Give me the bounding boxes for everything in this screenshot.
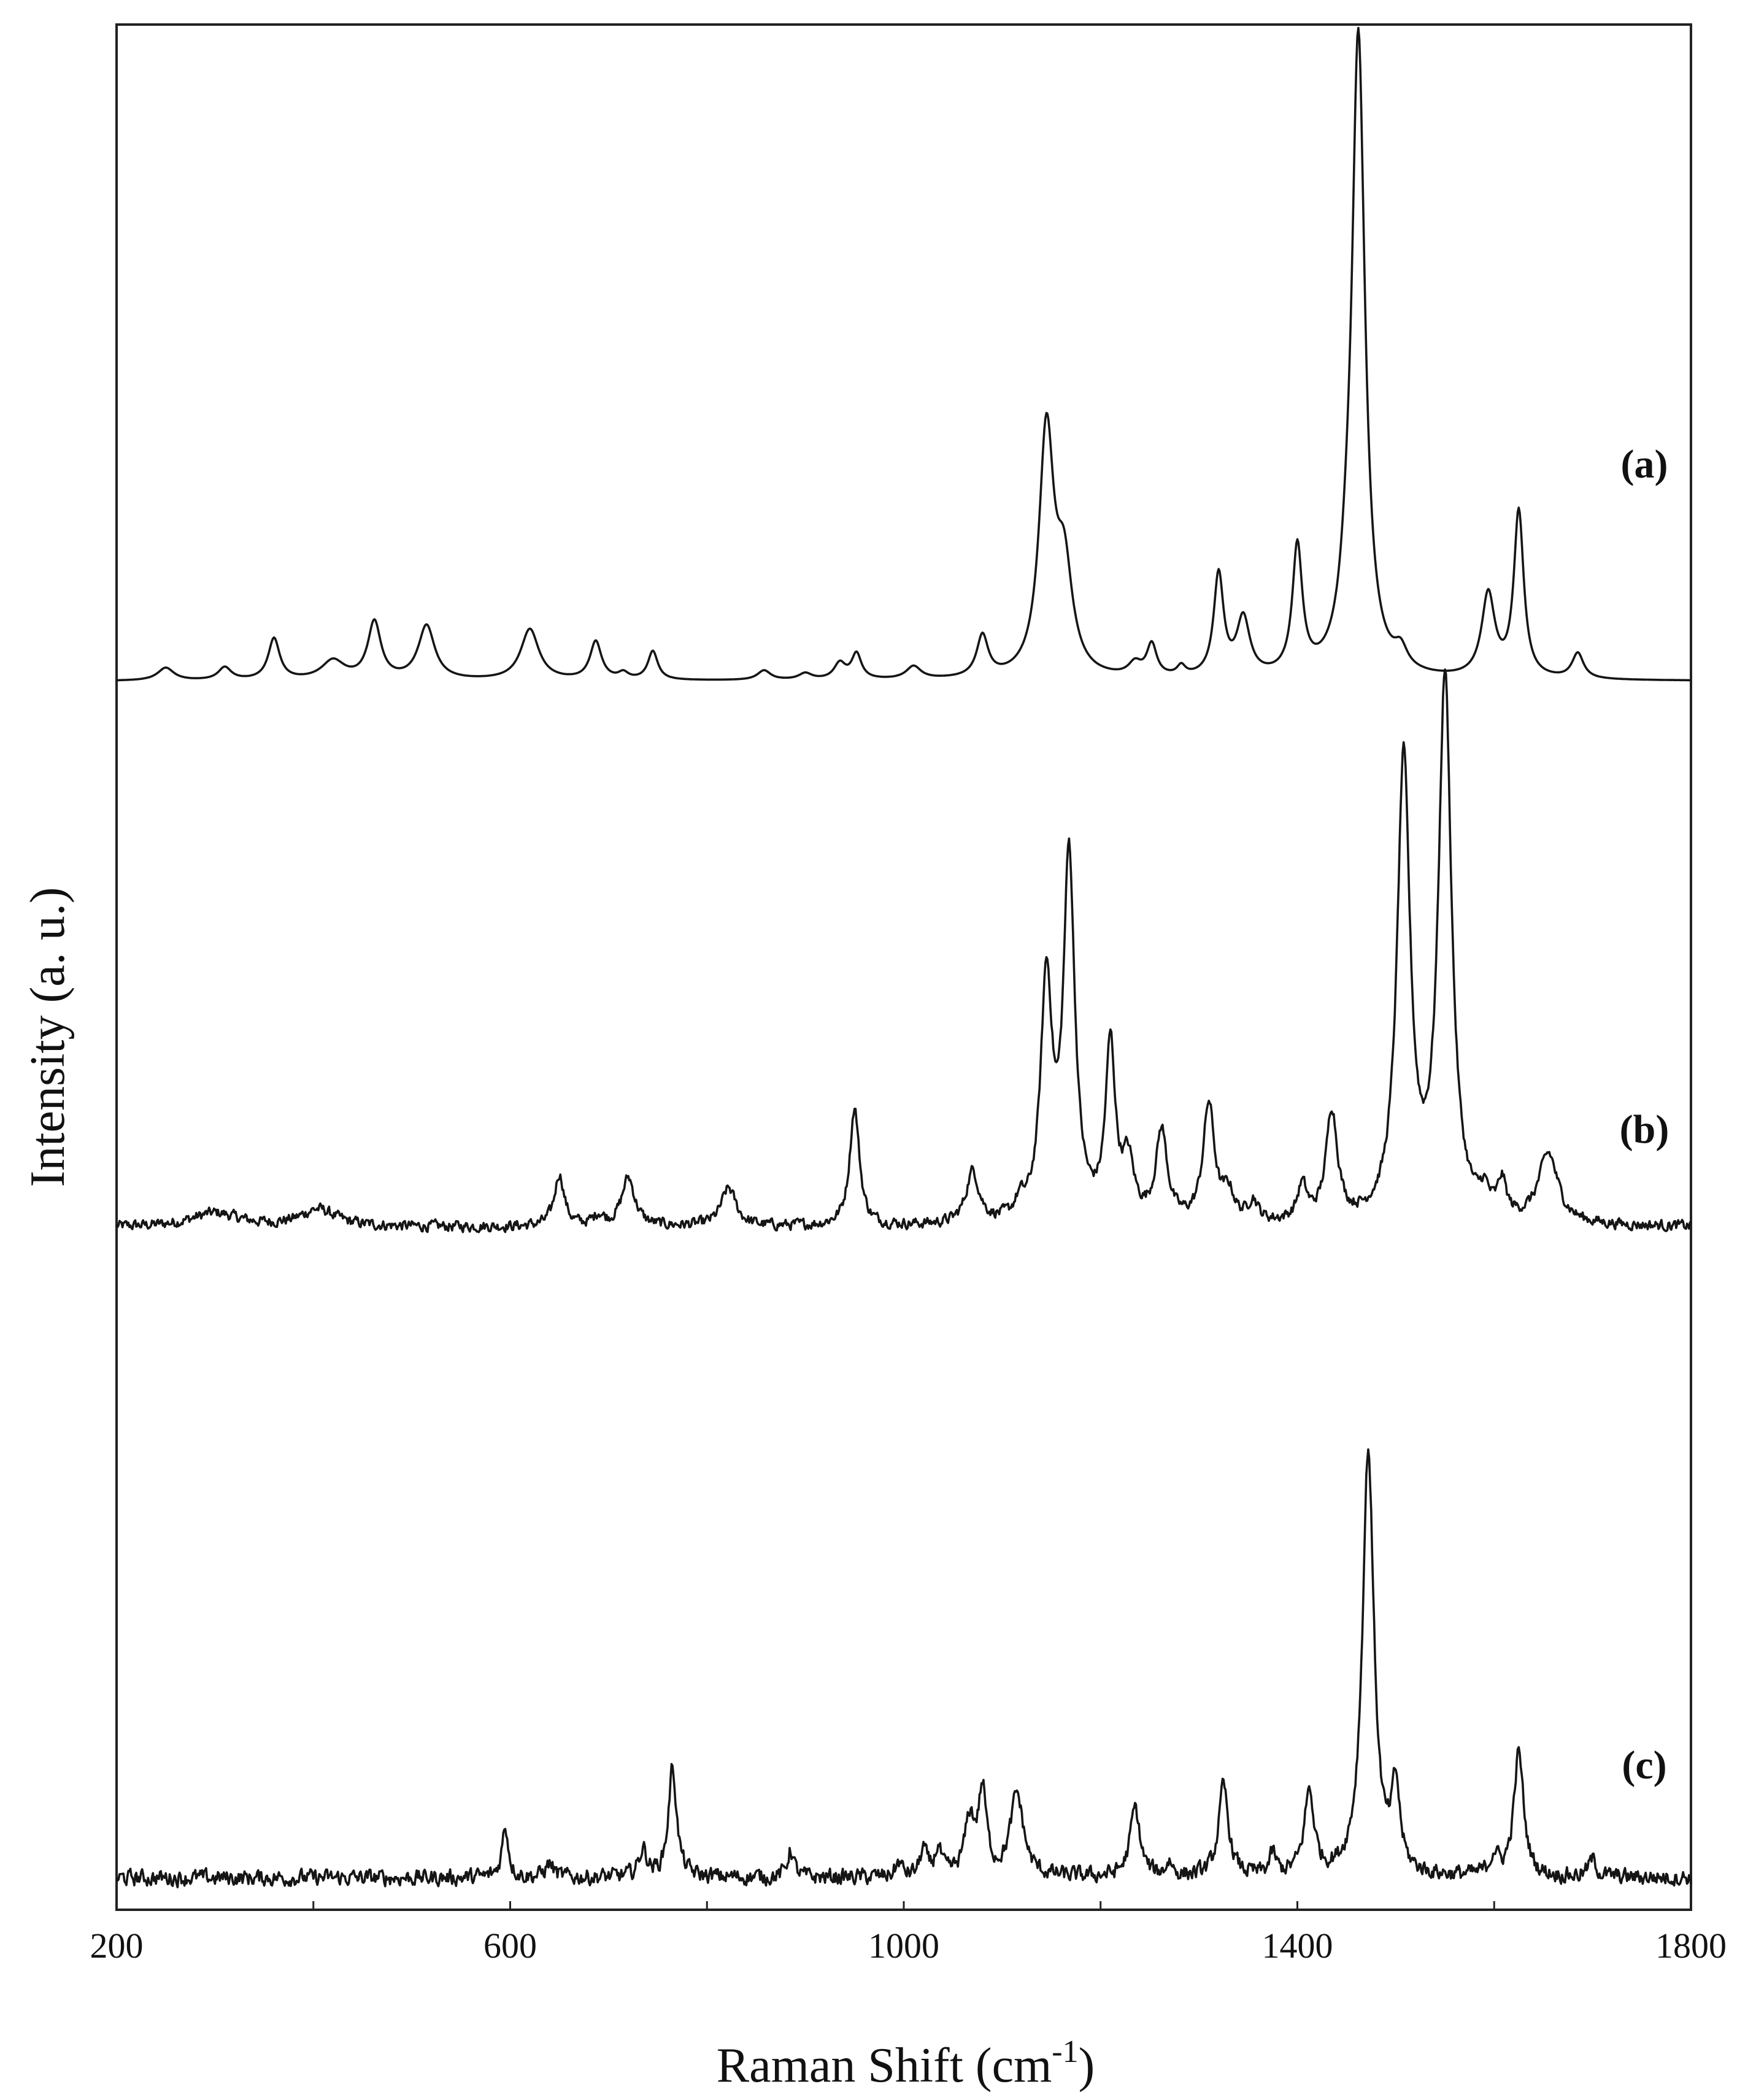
x-tick-label-1400: 1400 xyxy=(1262,1926,1333,1966)
x-tick-label-1000: 1000 xyxy=(868,1926,939,1966)
series-label-b: (b) xyxy=(1620,1107,1669,1152)
x-tick-label-600: 600 xyxy=(483,1926,537,1966)
spectrum-traces xyxy=(115,26,1692,1889)
x-tick-label-1800: 1800 xyxy=(1655,1926,1727,1966)
x-tick-label-200: 200 xyxy=(90,1926,144,1966)
plot-frame xyxy=(115,23,1692,1911)
series-label-c: (c) xyxy=(1622,1743,1666,1788)
series-label-a: (a) xyxy=(1621,442,1668,487)
y-axis-title: Intensity (a. u.) xyxy=(21,887,75,1187)
spectrum-line-b xyxy=(115,668,1692,1233)
x-axis-title: Raman Shift (cm-1) xyxy=(717,2034,1095,2093)
x-axis-tick-labels: 200 600 1000 1400 1800 xyxy=(90,1926,1727,1966)
series-labels: (a) (b) (c) xyxy=(1620,442,1669,1788)
spectrum-line-a xyxy=(116,26,1692,682)
spectrum-line-c xyxy=(115,1448,1692,1889)
x-axis-ticks xyxy=(115,1901,1692,1910)
